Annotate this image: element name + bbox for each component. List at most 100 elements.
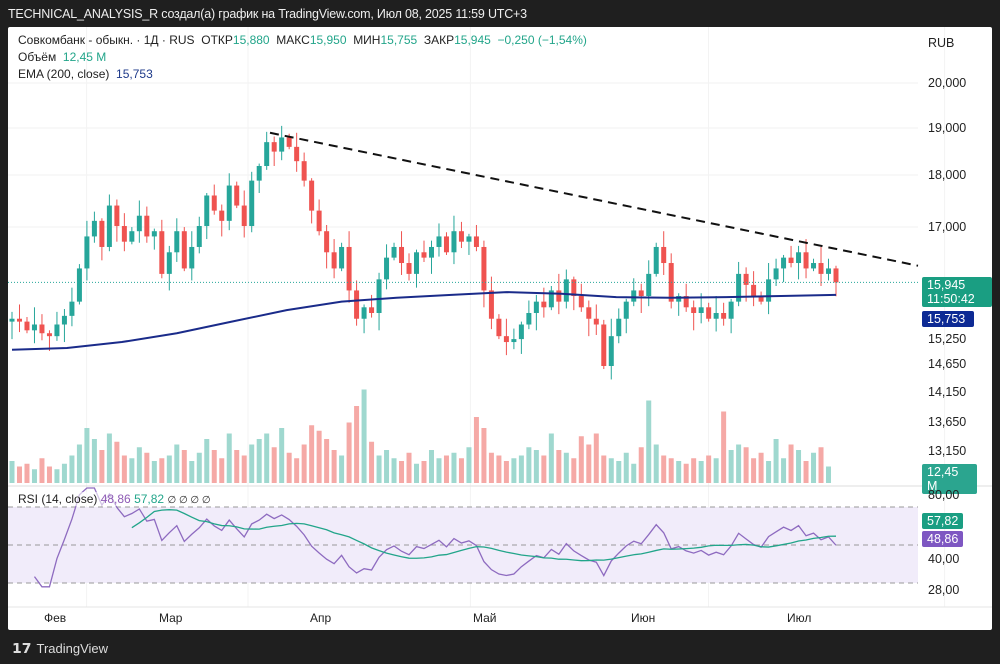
chart-panel[interactable]: Совкомбанк - обыкн. · 1Д · RUS ОТКР15,88… xyxy=(8,27,992,630)
volume-bar xyxy=(541,455,547,483)
month-label: Июн xyxy=(631,611,656,625)
ema-legend[interactable]: EMA (200, close) 15,753 xyxy=(18,67,153,81)
volume-tag: 12,45 M xyxy=(922,464,977,494)
volume-bar xyxy=(354,406,360,483)
ohlc-legend: Совкомбанк - обыкн. · 1Д · RUS ОТКР15,88… xyxy=(18,33,587,47)
candle-body xyxy=(226,185,232,221)
candle-body xyxy=(61,315,67,325)
candle-body xyxy=(129,231,135,242)
volume-bar xyxy=(713,458,719,483)
candle-body xyxy=(369,307,375,314)
candle-body xyxy=(9,318,15,322)
candle-body xyxy=(174,231,180,253)
candle-body xyxy=(751,284,757,297)
volume-bar xyxy=(234,450,240,483)
chart-canvas[interactable] xyxy=(8,27,992,630)
volume-bar xyxy=(781,458,787,483)
candle-body xyxy=(586,307,592,319)
volume-value: 12,45 M xyxy=(62,50,107,64)
candle-body xyxy=(406,263,412,274)
volume-bar xyxy=(376,455,382,483)
open-value: 15,880 xyxy=(232,33,270,47)
candle-body xyxy=(623,301,629,319)
currency-label[interactable]: RUB xyxy=(928,36,955,50)
volume-bar xyxy=(384,450,390,483)
candle-body xyxy=(294,146,300,162)
candle-body xyxy=(646,273,652,297)
rsi-legend[interactable]: RSI (14, close) 48,86 57,82 ∅ ∅ ∅ ∅ xyxy=(18,492,211,506)
volume-bar xyxy=(503,461,509,483)
candle-body xyxy=(683,296,689,308)
volume-bar xyxy=(496,455,502,483)
volume-bar xyxy=(796,450,802,483)
price-tick: 14,150 xyxy=(928,385,967,399)
candle-body xyxy=(721,313,727,319)
rsi-ma-line xyxy=(131,509,837,562)
volume-bar xyxy=(608,458,614,483)
candle-body xyxy=(211,195,217,211)
volume-bar xyxy=(361,389,367,483)
candle-body xyxy=(661,246,667,264)
candle-body xyxy=(788,257,794,264)
candle-body xyxy=(361,307,367,319)
volume-bar xyxy=(511,458,517,483)
symbol-label[interactable]: Совкомбанк - обыкн. · 1Д · RUS xyxy=(18,33,195,47)
candle-body xyxy=(466,236,472,242)
volume-bar xyxy=(204,439,210,483)
volume-bar xyxy=(166,455,172,483)
volume-bar xyxy=(69,455,75,483)
volume-bar xyxy=(226,433,232,483)
rsi-tick: 40,00 xyxy=(928,552,960,566)
candle-body xyxy=(616,318,622,337)
volume-bar xyxy=(414,463,420,483)
ema-label: EMA (200, close) xyxy=(18,67,110,81)
candle-body xyxy=(204,195,210,227)
candle-body xyxy=(84,236,90,269)
volume-bar xyxy=(601,455,607,483)
candle-body xyxy=(796,252,802,264)
rsi-value: 48,86 xyxy=(100,492,131,506)
volume-bar xyxy=(773,439,779,483)
candle-body xyxy=(826,268,832,274)
low-value: 15,755 xyxy=(380,33,418,47)
ema-tag: 15,753 xyxy=(922,311,974,327)
tradingview-logo[interactable]: 𝟭𝟳 TradingView xyxy=(12,640,108,657)
volume-bar xyxy=(811,452,817,483)
candle-body xyxy=(676,296,682,302)
candle-body xyxy=(301,161,307,181)
volume-bar xyxy=(653,444,659,483)
volume-bar xyxy=(473,417,479,483)
low-label: МИН xyxy=(353,33,381,47)
volume-bar xyxy=(488,452,494,483)
price-tick: 15,250 xyxy=(928,332,967,346)
volume-bar xyxy=(399,461,405,483)
candle-body xyxy=(114,205,120,227)
price-tick: 18,000 xyxy=(928,168,967,182)
volume-bar xyxy=(436,458,442,483)
volume-label: Объём xyxy=(18,50,57,64)
volume-bar xyxy=(751,458,757,483)
volume-bar xyxy=(264,433,270,483)
candle-body xyxy=(31,324,37,331)
candle-body xyxy=(811,263,817,269)
volume-bar xyxy=(196,452,202,483)
volume-bar xyxy=(271,447,277,483)
high-label: МАКС xyxy=(276,33,310,47)
volume-bar xyxy=(46,466,52,483)
volume-bar xyxy=(24,463,30,483)
rsi-tick: 80,00 xyxy=(928,488,960,502)
volume-bar xyxy=(593,433,599,483)
price-tick: 20,000 xyxy=(928,76,967,90)
volume-bar xyxy=(61,463,67,483)
candle-body xyxy=(818,263,824,274)
volume-bar xyxy=(533,450,539,483)
trend-line xyxy=(269,131,919,267)
volume-bar xyxy=(294,458,300,483)
candle-body xyxy=(631,290,637,302)
candle-body xyxy=(99,220,105,247)
candle-body xyxy=(713,313,719,319)
volume-bar xyxy=(698,461,704,483)
candle-body xyxy=(159,231,165,274)
volume-legend[interactable]: Объём 12,45 M xyxy=(18,50,106,64)
volume-bar xyxy=(241,455,247,483)
